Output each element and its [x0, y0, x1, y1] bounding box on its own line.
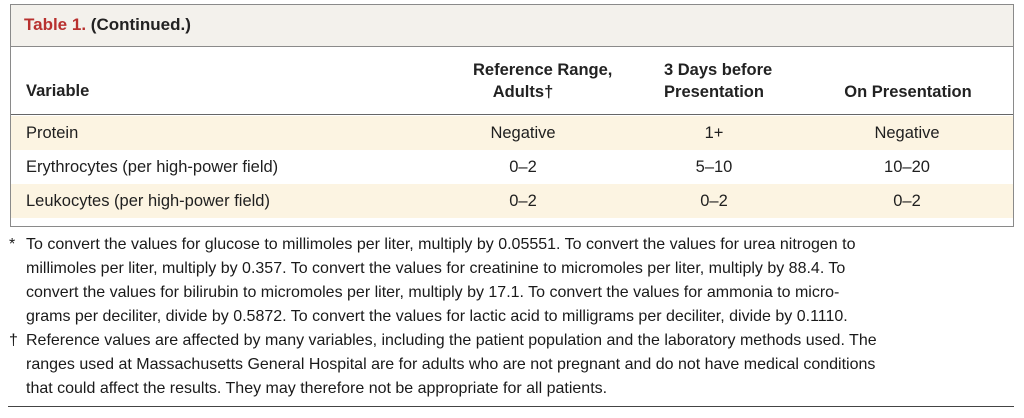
- table-row: Leukocytes (per high-power field) 0–2 0–…: [11, 184, 1013, 218]
- cell-on-presentation: 0–2: [893, 192, 921, 210]
- header-reference-range: Reference Range, Adults†: [473, 59, 613, 103]
- header-days-before-line2: Presentation: [664, 83, 764, 101]
- table-footnotes: * To convert the values for glucose to m…: [8, 233, 1013, 401]
- footnote-line: grams per deciliter, divide by 0.5872. T…: [26, 308, 848, 325]
- footnote-line: To convert the values for glucose to mil…: [26, 236, 856, 253]
- table-title: Table 1. (Continued.): [24, 15, 191, 35]
- footnote-line: that could affect the results. They may …: [26, 380, 608, 397]
- header-variable: Variable: [26, 82, 90, 100]
- header-reference-line1: Reference Range,: [473, 61, 613, 79]
- cell-days-before: 1+: [704, 124, 724, 142]
- footnote-asterisk-mark: *: [9, 236, 16, 253]
- cell-reference: 0–2: [509, 192, 537, 210]
- cell-variable: Leukocytes (per high-power field): [26, 192, 270, 210]
- footnote-line: convert the values for bilirubin to micr…: [26, 284, 840, 301]
- table-frame: Table 1. (Continued.) Variable Reference…: [10, 4, 1014, 227]
- bottom-divider: [8, 406, 1014, 407]
- table-continued-label: (Continued.): [90, 15, 191, 34]
- header-three-days-before: 3 Days before Presentation: [664, 59, 773, 103]
- table-title-bar: Table 1. (Continued.): [11, 5, 1013, 47]
- header-divider: [11, 114, 1013, 115]
- header-on-presentation: On Presentation: [844, 83, 972, 101]
- footnote-line: Reference values are affected by many va…: [26, 332, 877, 349]
- footnote-dagger-mark: †: [9, 332, 18, 349]
- cell-reference: 0–2: [509, 158, 537, 176]
- table-row: Erythrocytes (per high-power field) 0–2 …: [11, 150, 1013, 184]
- cell-variable: Erythrocytes (per high-power field): [26, 158, 279, 176]
- cell-days-before: 5–10: [695, 158, 733, 176]
- cell-days-before: 0–2: [700, 192, 728, 210]
- table-row: Protein Negative 1+ Negative: [11, 116, 1013, 150]
- table-number: Table 1.: [24, 15, 87, 34]
- cell-on-presentation: 10–20: [884, 158, 930, 176]
- cell-on-presentation: Negative: [874, 124, 940, 142]
- footnote-conversion: * To convert the values for glucose to m…: [8, 233, 1013, 329]
- footnote-reference-values: † Reference values are affected by many …: [8, 329, 1013, 401]
- cell-variable: Protein: [26, 124, 79, 142]
- header-days-before-line1: 3 Days before: [664, 61, 773, 79]
- header-reference-line2: Adults†: [492, 83, 554, 101]
- footnote-line: millimoles per liter, multiply by 0.357.…: [26, 260, 846, 277]
- footnote-line: ranges used at Massachusetts General Hos…: [26, 356, 876, 373]
- cell-reference: Negative: [490, 124, 556, 142]
